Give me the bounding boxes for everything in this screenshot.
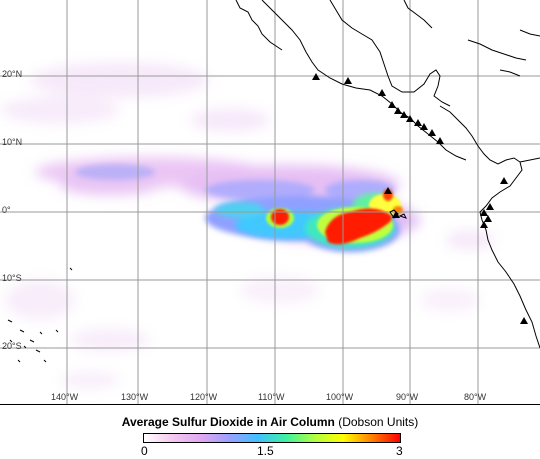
legend-tick-min: 0: [141, 444, 148, 458]
so2-haze-layer: [0, 62, 495, 388]
triangle-icon: [394, 107, 402, 114]
triangle-icon: [480, 221, 488, 228]
lat-label-20n: 20°N: [2, 69, 23, 79]
lon-label-100w: 100°W: [326, 392, 354, 402]
triangle-icon: [378, 89, 386, 96]
legend-title-units: (Dobson Units): [338, 415, 419, 429]
legend-tick-max: 3: [396, 444, 403, 458]
map-canvas: [0, 0, 540, 404]
lat-label-20s: 20°S: [2, 341, 22, 351]
triangle-icon: [406, 115, 414, 122]
triangle-icon: [400, 111, 408, 118]
triangle-icon: [414, 119, 422, 126]
triangle-icon: [392, 211, 400, 218]
lat-label-equator: 0°: [2, 205, 11, 215]
lon-label-120w: 120°W: [190, 392, 218, 402]
lon-label-110w: 110°W: [258, 392, 285, 402]
triangle-icon: [344, 77, 352, 84]
triangle-icon: [500, 177, 508, 184]
triangle-icon: [484, 215, 492, 222]
triangle-icon: [436, 137, 444, 144]
lon-label-90w: 90°W: [396, 392, 419, 402]
triangle-icon: [388, 101, 396, 108]
triangle-icon: [520, 317, 528, 324]
lat-label-10s: 10°S: [2, 273, 22, 283]
volcano-markers: [312, 73, 528, 324]
triangle-icon: [312, 73, 320, 80]
triangle-icon: [480, 209, 488, 216]
coastline: [7, 0, 540, 363]
triangle-icon: [428, 129, 436, 136]
legend-tick-mid: 1.5: [257, 444, 274, 458]
triangle-icon: [384, 187, 392, 194]
legend-title: Average Sulfur Dioxide in Air Column (Do…: [0, 415, 540, 429]
so2-map: 20°N 10°N 0° 10°S 20°S 140°W 130°W 120°W…: [0, 0, 540, 405]
triangle-icon: [486, 203, 494, 210]
lon-label-80w: 80°W: [464, 392, 487, 402]
triangle-icon: [420, 123, 428, 130]
lon-label-130w: 130°W: [121, 392, 149, 402]
color-scale-bar: [143, 433, 401, 443]
lat-label-10n: 10°N: [2, 137, 23, 147]
graticule: [0, 0, 540, 404]
legend-title-main: Average Sulfur Dioxide in Air Column: [121, 415, 335, 429]
lon-label-140w: 140°W: [51, 392, 79, 402]
